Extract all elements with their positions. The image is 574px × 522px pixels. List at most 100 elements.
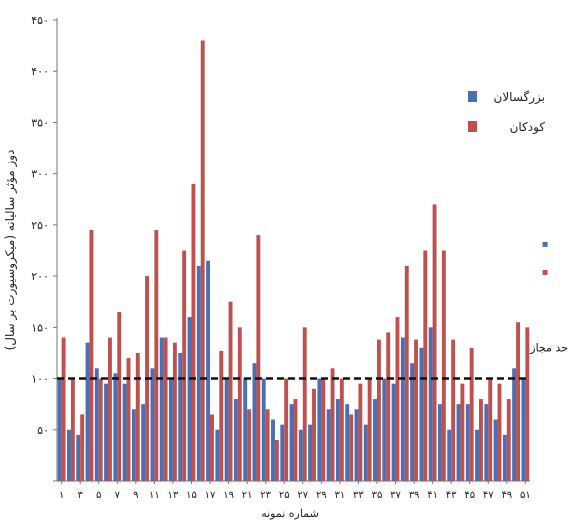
x-tick-label: ۴۹	[501, 490, 512, 501]
bar-adults	[280, 424, 285, 481]
bar-adults	[289, 404, 294, 481]
bar-adults	[373, 399, 377, 481]
y-tick-label: ۲۵۰	[31, 219, 49, 232]
bar-adults	[196, 265, 201, 481]
x-tick-label: ۱۹	[223, 490, 234, 501]
bar-adults	[521, 378, 526, 481]
bar-children	[358, 383, 363, 481]
bar-adults	[169, 378, 173, 481]
bar-children	[497, 383, 502, 481]
y-tick-label: ۵۰	[37, 424, 49, 437]
x-tick-label: ۵۱	[520, 490, 531, 501]
legend-swatch-adults	[468, 91, 477, 102]
bar-adults	[141, 404, 146, 481]
bar-children	[182, 250, 187, 481]
bar-children	[135, 352, 140, 481]
bar-children	[210, 414, 214, 481]
bar-adults	[335, 399, 340, 481]
x-tick-label: ۲۷	[297, 490, 308, 501]
side-markers: ▪ ▪	[542, 239, 549, 278]
x-tick-label: ۱۵	[186, 490, 197, 501]
bar-children	[516, 322, 520, 481]
bar-children	[404, 265, 409, 481]
bar-adults	[363, 424, 368, 481]
bar-adults	[252, 363, 257, 481]
bar-adults	[308, 424, 313, 481]
bar-adults	[317, 378, 322, 481]
bar-children	[451, 339, 456, 481]
bar-adults	[354, 409, 359, 481]
bar-children	[191, 183, 196, 481]
y-ticks: ۵۰ ۱۰۰ ۱۵۰ ۲۰۰ ۲۵۰ ۳۰۰ ۳۵۰ ۴۰۰ ۴۵۰	[31, 14, 57, 482]
bar-children	[395, 317, 400, 481]
bar-children	[367, 378, 372, 481]
x-tick-label: ۴۳	[446, 490, 457, 501]
bar-adults	[187, 317, 192, 481]
bar-adults	[122, 383, 127, 481]
bar-adults	[493, 419, 498, 481]
legend-swatch-children	[468, 121, 477, 132]
x-tick-label: ۴۵	[464, 490, 475, 501]
side-marker-red: ▪	[542, 267, 549, 278]
bar-children	[423, 250, 428, 481]
bar-children	[284, 378, 289, 481]
bar-children	[247, 409, 252, 481]
bar-children	[89, 230, 94, 481]
bar-adults	[224, 378, 229, 481]
bar-adults	[438, 404, 442, 481]
x-tick-label: ۳۷	[390, 490, 401, 501]
bar-adults	[465, 404, 470, 481]
bar-children	[302, 327, 307, 481]
x-tick-label: ۱۱	[149, 490, 160, 501]
y-tick-label: ۴۰۰	[31, 65, 49, 78]
bar-children	[488, 378, 493, 481]
bar-adults	[113, 373, 118, 481]
x-tick-label: ۷	[115, 490, 121, 501]
bar-children	[98, 378, 103, 481]
bar-adults	[94, 368, 99, 481]
bar-adults	[502, 434, 507, 481]
bar-children	[321, 378, 326, 481]
bar-adults	[57, 378, 62, 481]
bar-children	[293, 399, 298, 481]
bar-adults	[475, 429, 479, 481]
bar-children	[460, 383, 465, 481]
bar-adults	[233, 399, 238, 481]
bar-children	[312, 388, 316, 481]
bar-adults	[159, 337, 164, 481]
bar-adults	[215, 429, 220, 481]
side-marker-blue: ▪	[542, 239, 549, 250]
bar-children	[237, 327, 242, 481]
bar-children	[70, 378, 75, 481]
bar-adults	[85, 342, 90, 481]
bar-adults	[271, 419, 275, 481]
bar-children	[80, 414, 85, 481]
bar-adults	[206, 260, 211, 481]
x-tick-label: ۳۳	[353, 490, 364, 501]
bar-adults	[391, 383, 396, 481]
bar-children	[228, 301, 233, 481]
legend-label-adults: بزرگسالان	[494, 90, 546, 105]
y-tick-label: ۱۵۰	[31, 321, 49, 334]
reference-line: حد مجاز	[57, 342, 568, 380]
x-tick-label: ۳۹	[409, 490, 420, 501]
bar-children	[219, 350, 224, 481]
y-tick-label: ۳۰۰	[31, 168, 49, 181]
y-tick-label: ۲۰۰	[31, 270, 49, 283]
bar-children	[200, 40, 205, 482]
x-tick-label: ۲۳	[260, 490, 271, 501]
bar-children	[339, 378, 344, 481]
y-tick-label: ۳۵۰	[31, 116, 49, 129]
bar-children	[349, 414, 354, 481]
bar-adults	[345, 404, 350, 481]
bar-children	[61, 337, 66, 481]
bar-adults	[326, 409, 331, 481]
x-tick-label: ۲۹	[316, 490, 327, 501]
x-tick-label: ۱۳	[168, 490, 179, 501]
x-tick-label: ۵	[96, 490, 101, 501]
bar-adults	[76, 434, 81, 481]
bar-adults	[512, 368, 517, 481]
bar-children	[117, 311, 122, 481]
bar-children	[256, 235, 261, 481]
